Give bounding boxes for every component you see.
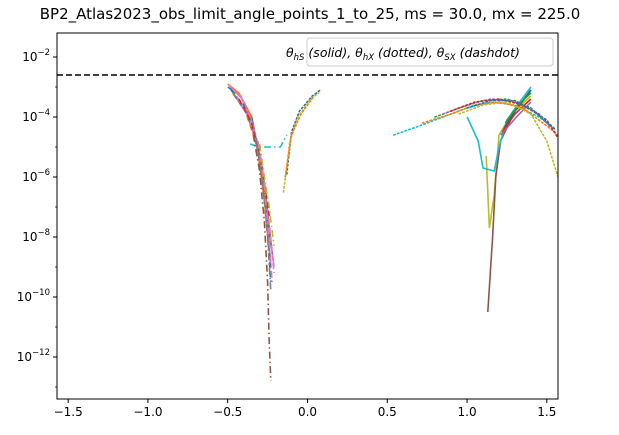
series-line-25 [458,101,558,178]
series-line-27 [249,134,288,148]
series-line-17 [286,89,322,175]
plot-frame [56,32,559,400]
x-tick-label: −1.5 [54,405,83,419]
series-line-28 [252,134,272,382]
y-tick-label: 10−12 [17,348,50,364]
legend-label: θhS (solid), θhX (dotted), θSX (dashdot) [286,45,520,63]
x-tick-label: −0.5 [213,405,242,419]
chart-title: BP2_Atlas2023_obs_limit_angle_points_1_t… [40,5,581,24]
x-axis: −1.5 −1.0 −0.5 0.0 0.5 1.0 1.5 [54,399,556,419]
series-line-9 [501,98,532,133]
legend: θhS (solid), θhX (dotted), θSX (dashdot) [286,37,554,67]
series-line-30 [255,137,272,292]
series-line-8 [504,92,532,124]
x-tick-label: −1.0 [133,405,162,419]
series-line-18 [282,92,320,193]
y-tick-label: 10−8 [22,228,50,244]
legend-box [306,37,554,67]
series-line-26 [466,99,556,130]
y-tick-label: 10−6 [22,168,50,184]
series-line-4 [485,95,532,229]
series-line-23 [442,98,556,133]
series-line-19 [284,95,315,178]
series-line-21 [421,101,558,136]
series-layer [227,83,558,382]
x-tick-label: 0.5 [378,405,397,419]
y-tick-label: 10−2 [22,48,50,64]
series-line-5 [487,89,532,313]
y-tick-label: 10−10 [17,288,50,304]
series-line-29 [258,143,275,247]
x-tick-label: 1.5 [537,405,556,419]
series-line-14 [235,95,274,256]
series-line-20 [392,101,556,136]
y-tick-label: 10−4 [22,108,50,124]
series-line-2 [227,83,270,253]
x-tick-label: 1.0 [458,405,477,419]
x-tick-label: 0.0 [298,405,317,419]
y-axis: 10−12 10−10 10−8 10−6 10−4 10−2 [17,48,57,388]
series-line-31 [257,140,274,286]
